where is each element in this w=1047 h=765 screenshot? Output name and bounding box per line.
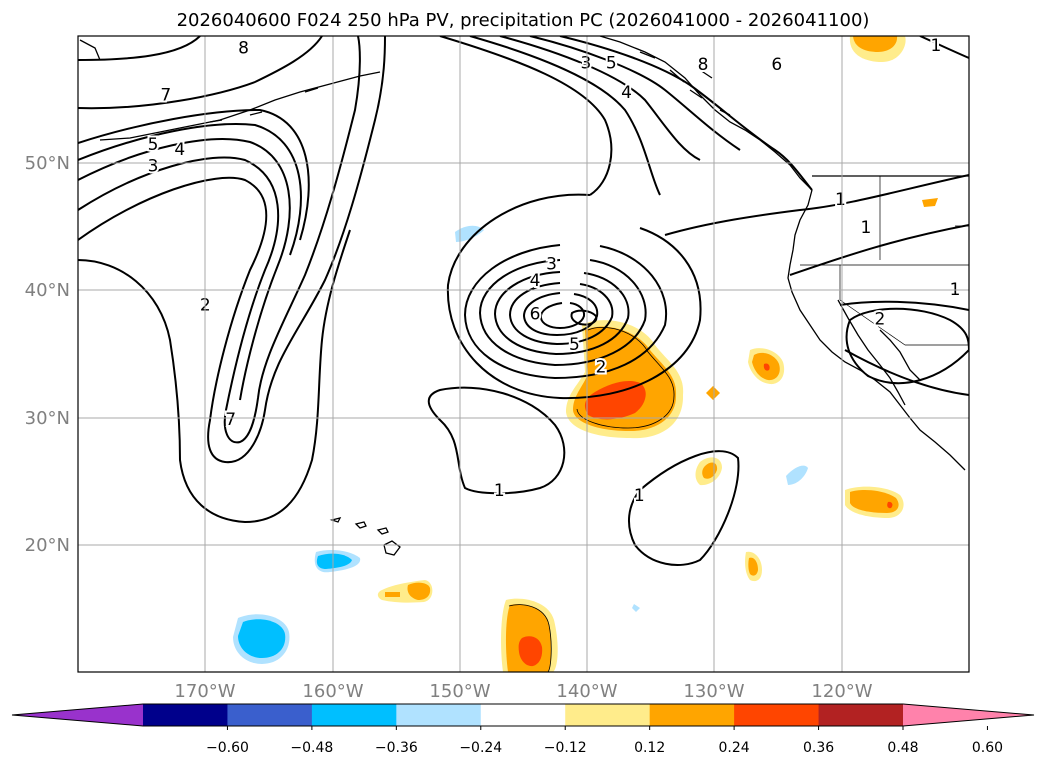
lon-label-150w: 150°W [429,681,490,702]
contour-label: 4 [530,271,541,291]
contour-label: 8 [698,55,709,75]
colorbar-tick-label: −0.36 [375,740,418,756]
contour-label: 6 [771,55,782,75]
precip-area-pos-hawaii-east [377,580,433,603]
contour-label: 4 [174,140,185,160]
lat-label-40n: 40°N [25,280,70,301]
contour-label: 1 [634,486,645,506]
lon-label-160w: 160°W [302,681,363,702]
precipitation-shading [233,36,938,672]
colorbar-cell [565,704,651,726]
colorbar-cells [11,703,1035,727]
precip-area-neg [233,225,808,664]
contour-label: 7 [225,410,236,430]
colorbar-outline [11,703,1035,727]
contour-labels: 875432735486111213465211 [146,36,963,508]
colorbar-cell [480,704,566,726]
contour-label: 4 [621,83,632,103]
colorbar-ticks: −0.60 −0.48 −0.36 −0.24 −0.12 0.12 0.24 0.36 0.4… [206,726,1003,756]
pv-west-trough [78,36,386,524]
pv-contours [78,36,969,566]
colorbar-cell [818,704,904,726]
colorbar-cell [396,704,482,726]
pv-contour-1-east [664,36,969,396]
colorbar-tick-label: −0.12 [544,740,587,756]
contour-label: 5 [148,135,159,155]
precip-area-pos-central [566,320,684,439]
contour-label: 1 [930,36,941,56]
colorbar-cell [649,704,735,726]
lon-label-120w: 120°W [811,681,872,702]
pv-cutoff-low [446,193,702,400]
map-frame [77,35,970,673]
lat-label-30n: 30°N [25,408,70,429]
colorbar-tick-label: −0.60 [206,740,249,756]
contour-label: 6 [530,304,541,324]
contour-label: 3 [148,157,159,177]
colorbar-extend-low [12,704,143,726]
pv-contour-1-southeast [628,450,740,566]
colorbar-tick-label: −0.24 [459,740,502,756]
colorbar-cell [227,704,313,726]
colorbar-tick-label: 0.24 [719,740,750,756]
colorbar-tick-label: 0.12 [634,740,665,756]
colorbar-cell [143,704,228,726]
colorbar: −0.60 −0.48 −0.36 −0.24 −0.12 0.12 0.24 0.36 0.4… [11,703,1035,756]
contour-label: 8 [238,38,249,58]
lon-label-170w: 170°W [174,681,235,702]
colorbar-tick-label: 0.60 [972,740,1003,756]
colorbar-cell [311,704,397,726]
lon-label-140w: 140°W [556,681,617,702]
contour-label: 3 [546,255,557,275]
latitude-labels: 20°N 30°N 40°N 50°N [25,153,70,556]
contour-label: 2 [596,358,607,378]
contour-label: 1 [494,481,505,501]
precip-area-pos-south [501,598,558,672]
lat-label-50n: 50°N [25,153,70,174]
pv-contour-1-southwest [427,386,566,495]
colorbar-extend-high [903,704,1034,726]
pv-central-ridge [439,36,813,196]
longitude-labels: 170°W 160°W 150°W 140°W 130°W 120°W [174,681,872,702]
precip-area-pos-east [695,36,938,582]
figure-title: 2026040600 F024 250 hPa PV, precipitatio… [177,10,870,31]
contour-label: 3 [580,54,591,74]
hawaii-islands [329,517,401,556]
contour-label: 5 [569,335,580,355]
contour-label: 1 [835,190,846,210]
map-background [78,36,969,672]
lon-label-130w: 130°W [683,681,744,702]
colorbar-tick-label: 0.48 [887,740,918,756]
colorbar-cell [734,704,820,726]
contour-label: 1 [860,218,871,238]
contour-label: 7 [160,86,171,106]
map-panel: 875432735486111213465211 20°N 30°N 40°N … [25,35,970,702]
north-america-coast [787,189,966,471]
contour-label: 2 [874,309,885,329]
colorbar-tick-label: 0.36 [803,740,834,756]
lat-label-20n: 20°N [25,535,70,556]
gridlines [78,36,969,672]
contour-label: 5 [606,54,617,74]
colorbar-tick-label: −0.48 [290,740,333,756]
